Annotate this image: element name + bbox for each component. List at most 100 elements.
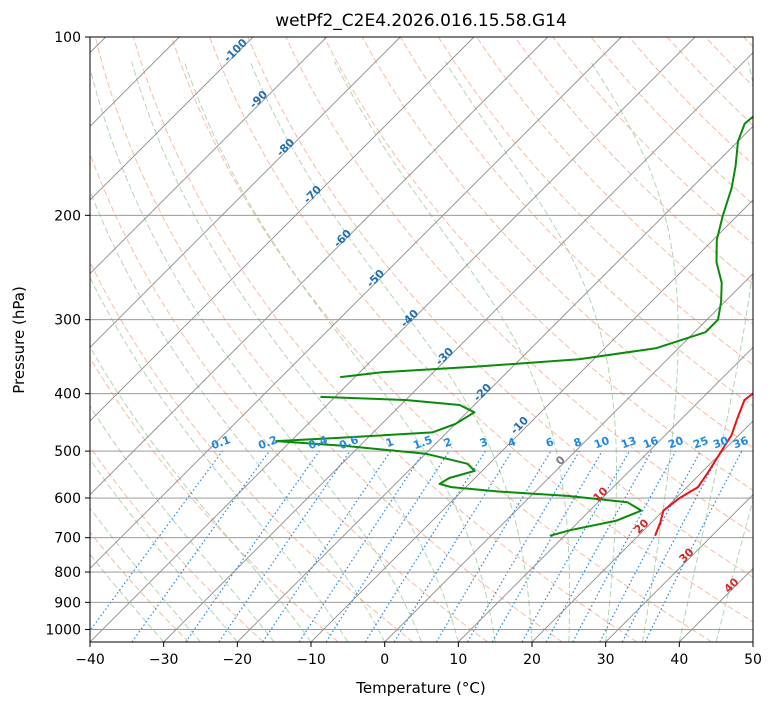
- x-tick-label: −10: [296, 652, 326, 668]
- dry-adiabat-line: [90, 152, 488, 642]
- y-axis: 100 200 300 400 500 600 700 800 900 1000: [45, 30, 90, 638]
- dry-adiabat-label: -90: [247, 88, 270, 111]
- dry-adiabat-line: [285, 37, 753, 535]
- dry-adiabat-label: -80: [274, 136, 297, 159]
- mixing-ratio-line: [262, 450, 392, 642]
- moist-adiabat-line: [444, 61, 617, 642]
- isotherm-line: [605, 494, 753, 642]
- isotherm-line: [458, 346, 753, 642]
- mixing-ratio-label: 10: [592, 434, 611, 452]
- moist-adiabat-line: [678, 61, 753, 642]
- moist-adiabat-line: [90, 507, 201, 642]
- moist-adiabat-line: [131, 61, 459, 642]
- mixing-ratio-label: 8: [572, 435, 584, 450]
- mixing-ratio-line: [435, 450, 552, 642]
- dry-adiabat-label: -60: [331, 227, 354, 250]
- mixing-ratio-label: 30: [711, 434, 730, 452]
- dry-adiabat-label: -30: [433, 345, 456, 368]
- y-tick-label: 800: [54, 565, 81, 581]
- y-tick-label: 200: [54, 208, 81, 224]
- dry-adiabat-line: [132, 37, 638, 642]
- y-tick-label: 500: [54, 444, 81, 460]
- dry-adiabat-label: -10: [508, 414, 531, 437]
- isotherm-line: [90, 37, 327, 275]
- isotherm-line: [90, 37, 548, 496]
- x-axis: −40 −30 −20 −10 0 10 20 30 40 50: [75, 642, 762, 668]
- moist-adiabat-line: [90, 345, 312, 642]
- mixing-ratio-label: 6: [544, 435, 556, 450]
- dry-adiabat-line: [209, 37, 753, 623]
- moist-adiabat-line: [715, 498, 753, 642]
- line-labels: -100-90-80-70-60-50-40-30-20-10010203040…: [209, 36, 750, 596]
- dry-adiabat-line: [704, 37, 753, 87]
- mixing-ratio-label: 16: [641, 434, 660, 452]
- y-tick-label: 100: [54, 30, 81, 46]
- dry-adiabat-line: [552, 37, 753, 245]
- mixing-ratio-line: [325, 450, 450, 642]
- dry-adiabat-line: [437, 37, 753, 366]
- moist-adiabat-line: [90, 553, 165, 642]
- dry-adiabat-line: [247, 37, 753, 578]
- mixing-ratio-line: [298, 450, 425, 642]
- mixing-ratio-label: 25: [691, 434, 710, 451]
- x-tick-label: 20: [523, 652, 541, 668]
- isotherm-line: [752, 641, 753, 642]
- dry-adiabat-line: [743, 37, 753, 48]
- y-tick-label: 1000: [45, 622, 81, 638]
- isotherm-line: [90, 37, 475, 422]
- mixing-ratio-label: 0.6: [337, 433, 360, 452]
- moist-adiabat-line: [590, 61, 679, 642]
- y-tick-label: 600: [54, 491, 81, 507]
- x-tick-label: −20: [223, 652, 253, 668]
- dry-adiabat-label: -20: [471, 381, 494, 404]
- moist-adiabat-line: [183, 61, 496, 642]
- moist-adiabat-line: [333, 61, 571, 642]
- moist-adiabat-line: [90, 65, 422, 642]
- mixing-ratio-label: 0.1: [209, 433, 232, 452]
- dry-adiabat-line: [90, 531, 190, 642]
- dry-adiabat-label: -100: [221, 36, 250, 65]
- isotherm-line: [237, 125, 753, 642]
- dry-adiabat-line: [361, 37, 753, 449]
- y-tick-label: 400: [54, 387, 81, 403]
- isotherm-line: [163, 52, 753, 642]
- isotherm-line: [90, 37, 622, 569]
- mixing-ratio-label: 1: [384, 435, 396, 450]
- mixing-ratio-line: [644, 450, 743, 642]
- x-tick-label: 30: [597, 652, 615, 668]
- x-tick-label: −30: [149, 652, 179, 668]
- dry-adiabat-label: -50: [364, 267, 387, 290]
- mixing-ratio-label: 0.2: [256, 433, 279, 452]
- dry-adiabat-line: [90, 356, 339, 642]
- dry-adiabat-label: -40: [398, 307, 421, 330]
- dry-adiabat-line: [94, 37, 563, 642]
- dry-adiabat-line: [90, 446, 264, 642]
- plot-frame: [89, 36, 754, 643]
- dewpoint-upper-line: [340, 115, 753, 379]
- mixing-ratio-label: 3: [478, 435, 490, 450]
- mixing-ratio-label: 20: [666, 434, 685, 452]
- background-grid: [90, 37, 753, 642]
- mixing-ratio-line: [572, 450, 677, 642]
- moist-adiabat-line: [90, 458, 238, 642]
- sounding-series: [275, 115, 753, 537]
- isotherm-line: [679, 567, 753, 642]
- mixing-ratio-line: [521, 450, 631, 642]
- x-tick-label: 0: [380, 652, 389, 668]
- moist-adiabat-line: [90, 276, 349, 642]
- mixing-ratio-line: [218, 450, 351, 642]
- dry-adiabat-label: 30: [677, 545, 697, 565]
- y-tick-label: 300: [54, 313, 81, 329]
- mixing-ratio-label: 1.5: [411, 433, 434, 452]
- dry-adiabat-line: [399, 37, 753, 407]
- dry-adiabat-label: -70: [301, 183, 324, 206]
- x-tick-label: 50: [744, 652, 762, 668]
- dry-adiabat-label: 10: [591, 484, 611, 504]
- dry-adiabat-line: [514, 37, 753, 285]
- moist-adiabat-line: [249, 61, 533, 642]
- y-tick-label: 900: [54, 595, 81, 611]
- mixing-ratio-line: [185, 450, 320, 642]
- isotherm-line: [90, 37, 401, 348]
- chart-title: wetPf2_C2E4.2026.016.15.58.G14: [275, 11, 567, 31]
